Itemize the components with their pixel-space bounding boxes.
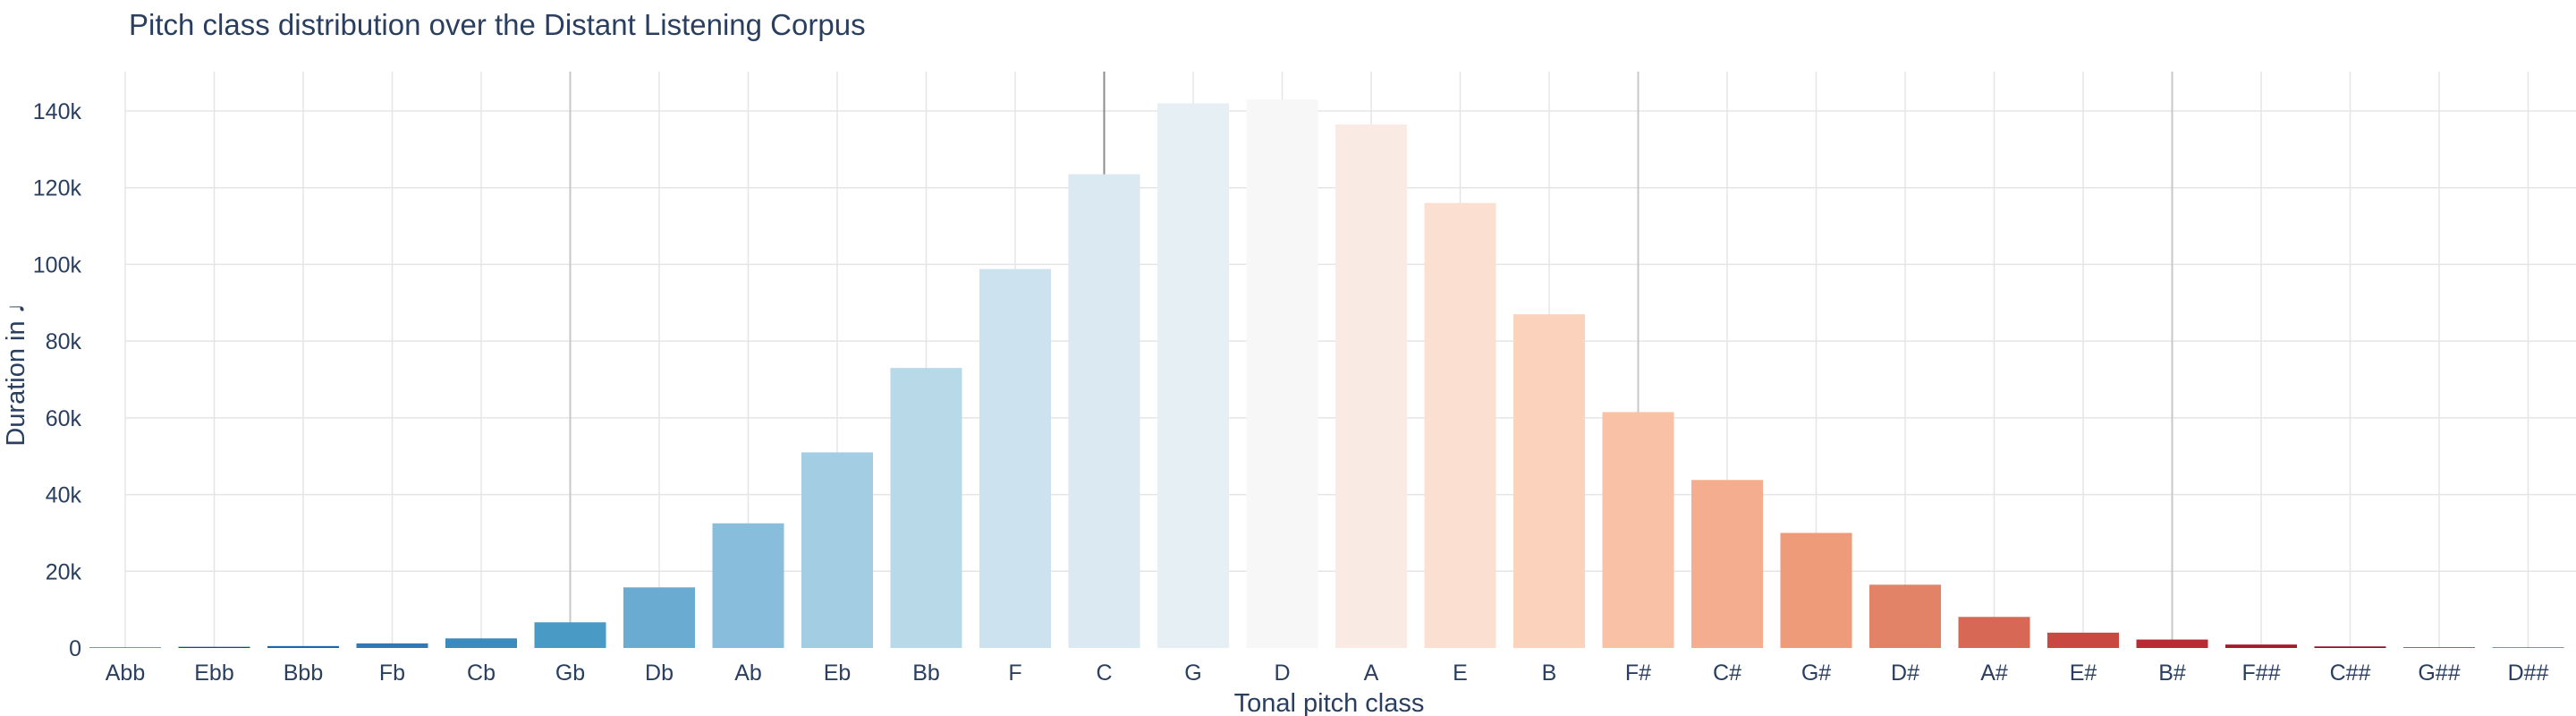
x-tick-label: F# (1625, 661, 1651, 686)
bar-abb (89, 647, 161, 648)
x-axis-title: Tonal pitch class (1234, 689, 1425, 716)
y-axis-title: Duration in ♩ (2, 287, 30, 446)
bar-ab (712, 523, 784, 648)
bar-a (1335, 124, 1407, 648)
x-tick-label: B# (2158, 661, 2186, 686)
y-tick-label: 40k (46, 483, 82, 508)
x-tick-label: D# (1891, 661, 1919, 686)
y-tick-label: 100k (33, 252, 82, 277)
bar-bsharp (2136, 639, 2208, 648)
x-tick-labels: Abb Ebb Bbb Fb Cb Gb Db Ab Eb Bb F C G D A E B F# C# G# D# A#… (106, 661, 2549, 686)
bar-bbb (267, 645, 339, 648)
x-tick-label: Gb (555, 661, 585, 686)
bar-gsharpsharp (2403, 647, 2475, 648)
bar-bb (890, 368, 962, 648)
x-tick-label: G# (1801, 661, 1831, 686)
bar-gsharp (1780, 533, 1852, 648)
x-tick-label: Bb (912, 661, 940, 686)
bar-fb (356, 643, 428, 648)
y-tick-label: 20k (46, 559, 82, 584)
y-tick-labels: 0 20k 40k 60k 80k 100k 120k 140k (33, 99, 82, 661)
x-tick-label: G (1184, 661, 1201, 686)
x-tick-label: Ab (734, 661, 762, 686)
x-tick-label: C (1096, 661, 1112, 686)
x-tick-label: E# (2070, 661, 2097, 686)
x-tick-label: F## (2241, 661, 2280, 686)
y-tick-label: 140k (33, 99, 82, 124)
x-tick-label: A# (1980, 661, 2008, 686)
bar-c (1068, 174, 1140, 648)
x-tick-label: Fb (379, 661, 405, 686)
bar-f (979, 268, 1051, 648)
y-tick-label: 80k (46, 329, 82, 354)
x-tick-label: Abb (106, 661, 145, 686)
x-tick-label: D## (2508, 661, 2549, 686)
bar-esharp (2047, 632, 2119, 648)
bar-fsharp (1602, 412, 1674, 648)
x-tick-label: Db (645, 661, 674, 686)
x-tick-label: Bbb (284, 661, 323, 686)
bar-g (1157, 103, 1229, 648)
y-tick-label: 120k (33, 176, 82, 201)
x-tick-label: G## (2418, 661, 2460, 686)
x-tick-label: Ebb (194, 661, 233, 686)
bar-d (1246, 99, 1318, 648)
chart-title: Pitch class distribution over the Distan… (129, 8, 866, 41)
bar-e (1424, 202, 1496, 648)
x-tick-label: A (1364, 661, 1379, 686)
x-tick-label: Eb (824, 661, 852, 686)
bar-asharp (1958, 617, 2030, 648)
bar-eb (801, 452, 873, 648)
bars (89, 99, 2564, 648)
bar-csharpsharp (2314, 646, 2386, 648)
x-tick-label: C# (1713, 661, 1741, 686)
x-tick-label: F (1008, 661, 1021, 686)
bar-db (623, 587, 695, 648)
bar-dsharpsharp (2492, 647, 2564, 648)
x-tick-label: Cb (467, 661, 496, 686)
bar-b (1513, 314, 1585, 648)
y-tick-label: 0 (69, 636, 81, 661)
x-tick-label: C## (2330, 661, 2371, 686)
bar-ebb (178, 646, 250, 648)
bar-gb (534, 622, 606, 648)
bar-dsharp (1869, 584, 1941, 648)
bar-csharp (1691, 480, 1763, 648)
bar-fsharpsharp (2225, 644, 2297, 648)
x-tick-label: D (1274, 661, 1290, 686)
x-tick-label: E (1453, 661, 1468, 686)
x-tick-label: B (1542, 661, 1557, 686)
y-tick-label: 60k (46, 406, 82, 431)
bar-cb (445, 638, 517, 648)
